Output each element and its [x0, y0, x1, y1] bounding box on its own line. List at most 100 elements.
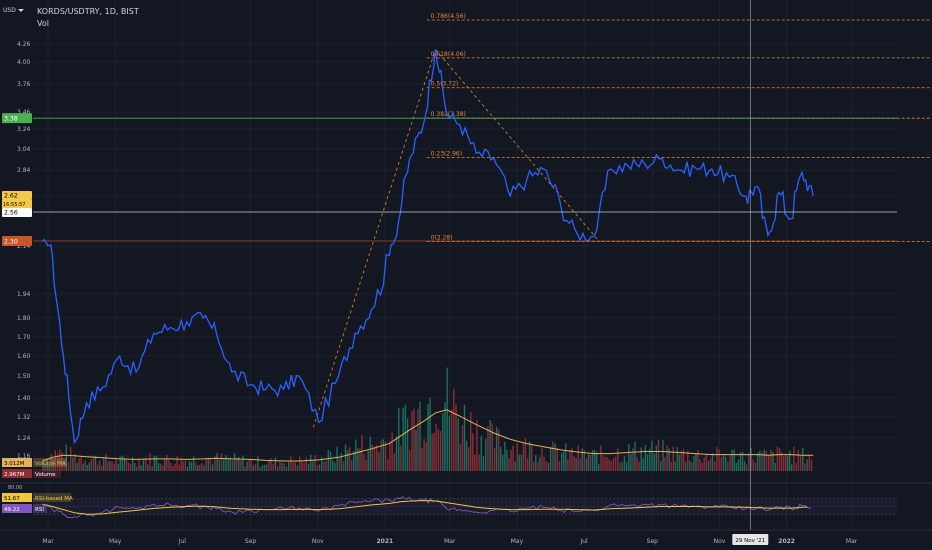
volume-bar — [164, 458, 166, 471]
fib-level-label: 0.382(3.38) — [431, 111, 466, 118]
volume-bar — [774, 462, 776, 471]
volume-bar — [348, 447, 351, 471]
volume-bar — [113, 463, 115, 471]
volume-bar — [225, 455, 227, 471]
volume-bar — [672, 446, 674, 471]
rsi-ma-value: 51.67 — [4, 496, 20, 502]
fib-level-label: 0.786(4.56) — [431, 13, 466, 20]
y-tick-label: 2.84 — [17, 167, 31, 174]
volume-bar — [748, 453, 750, 471]
volume-bar — [810, 459, 813, 471]
volume-bar — [697, 450, 699, 471]
volume-bar — [741, 451, 744, 471]
y-tick-label: 3.24 — [17, 126, 31, 133]
volume-bar — [448, 415, 451, 471]
volume-bar — [395, 436, 398, 471]
volume-legend: Vol — [37, 19, 49, 28]
volume-bar — [754, 462, 757, 471]
volume-bar — [804, 463, 806, 471]
volume-bar — [528, 441, 531, 471]
volume-bar — [61, 451, 63, 471]
volume-bar — [76, 462, 78, 471]
volume-bar — [235, 457, 238, 471]
volume-bar — [257, 456, 259, 471]
volume-bar — [573, 456, 575, 471]
volume-bar — [713, 461, 716, 471]
crosshair-price-badge-bg — [2, 208, 32, 217]
volume-bar — [192, 456, 195, 471]
green-level-badge-bg — [2, 113, 32, 124]
axis-unit[interactable]: USD — [3, 7, 16, 14]
price-series-line — [42, 49, 814, 445]
volume-bar — [558, 461, 561, 471]
volume-bar — [493, 448, 496, 471]
volume-bar — [188, 460, 191, 471]
volume-bar — [784, 455, 787, 471]
y-tick-label: 1.40 — [17, 395, 31, 402]
volume-bar — [276, 466, 279, 471]
x-tick-label: Nov — [312, 538, 324, 545]
crosshair-date: 29 Nov '21 — [735, 538, 765, 544]
volume-bar — [461, 425, 464, 471]
volume-bar — [296, 465, 299, 471]
volume-bar — [250, 459, 252, 471]
volume-bar — [467, 447, 470, 471]
volume-bar — [303, 462, 305, 471]
rsi-label-bg — [33, 504, 47, 513]
volume-bar — [520, 454, 523, 471]
volume-bar — [729, 455, 731, 471]
volume-bar — [180, 458, 182, 471]
volume-bar — [212, 464, 214, 471]
volume-bar — [596, 452, 598, 471]
symbol-title: KORDS/USDTRY, 1D, BIST — [37, 7, 139, 16]
x-axis[interactable]: Mar May Jul Sep Nov 2021 Mar May Jul Sep Nov 2022 Ma… — [42, 538, 857, 545]
volume-bar — [610, 461, 612, 471]
volume-bar — [231, 460, 234, 471]
x-tick-label: Jul — [178, 538, 187, 545]
volume-bar — [96, 464, 99, 471]
volume-bar — [625, 461, 628, 471]
volume-bar — [552, 441, 554, 471]
volume-bar — [435, 424, 437, 471]
volume-bar — [378, 452, 380, 471]
volume-bar — [617, 448, 619, 471]
volume-bar — [344, 444, 347, 471]
volume-bar — [752, 459, 754, 471]
volume-bar — [651, 440, 653, 471]
volume-bar — [770, 449, 772, 471]
horizontal-lines[interactable] — [33, 117, 897, 242]
volume-bar — [44, 464, 46, 471]
rsi-value: 49.22 — [4, 507, 20, 513]
volume-bar — [353, 451, 355, 471]
volume-bar — [581, 448, 584, 471]
volume-bar — [178, 464, 180, 471]
pane-separators — [0, 482, 932, 531]
volume-bar — [279, 461, 281, 471]
volume-bar — [565, 443, 567, 471]
volume-bar — [778, 447, 781, 471]
volume-bar — [780, 452, 783, 471]
volume-bar — [670, 461, 672, 471]
volume-bar — [439, 431, 442, 471]
volume-bar — [640, 447, 642, 471]
x-tick-label: 2022 — [778, 538, 795, 545]
volume-bar — [350, 460, 353, 471]
volume-bar — [272, 463, 274, 471]
green-level-badge: 3.38 — [4, 116, 18, 123]
volume-bar — [134, 462, 136, 471]
volume-bar — [301, 460, 303, 471]
rsi-value-bg — [2, 504, 32, 513]
volume-bar — [216, 453, 218, 471]
x-tick-label: Mar — [42, 538, 54, 545]
fib-retracement[interactable]: 0.786(4.56) 0.618(4.06) 0.5(3.72) 0.382(3.3… — [312, 13, 932, 428]
volume-bar — [127, 462, 130, 471]
volume-bar — [265, 464, 268, 471]
y-axis[interactable]: 4.264.003.763.463.243.042.842.622.562.30… — [17, 41, 31, 460]
volume-ma-label: Volume MA — [35, 461, 66, 467]
volume-bar — [409, 450, 411, 471]
chevron-down-icon[interactable] — [18, 9, 24, 12]
volume-bar — [332, 460, 334, 471]
volume-bar — [74, 454, 76, 471]
volume-ma-line — [42, 409, 814, 462]
